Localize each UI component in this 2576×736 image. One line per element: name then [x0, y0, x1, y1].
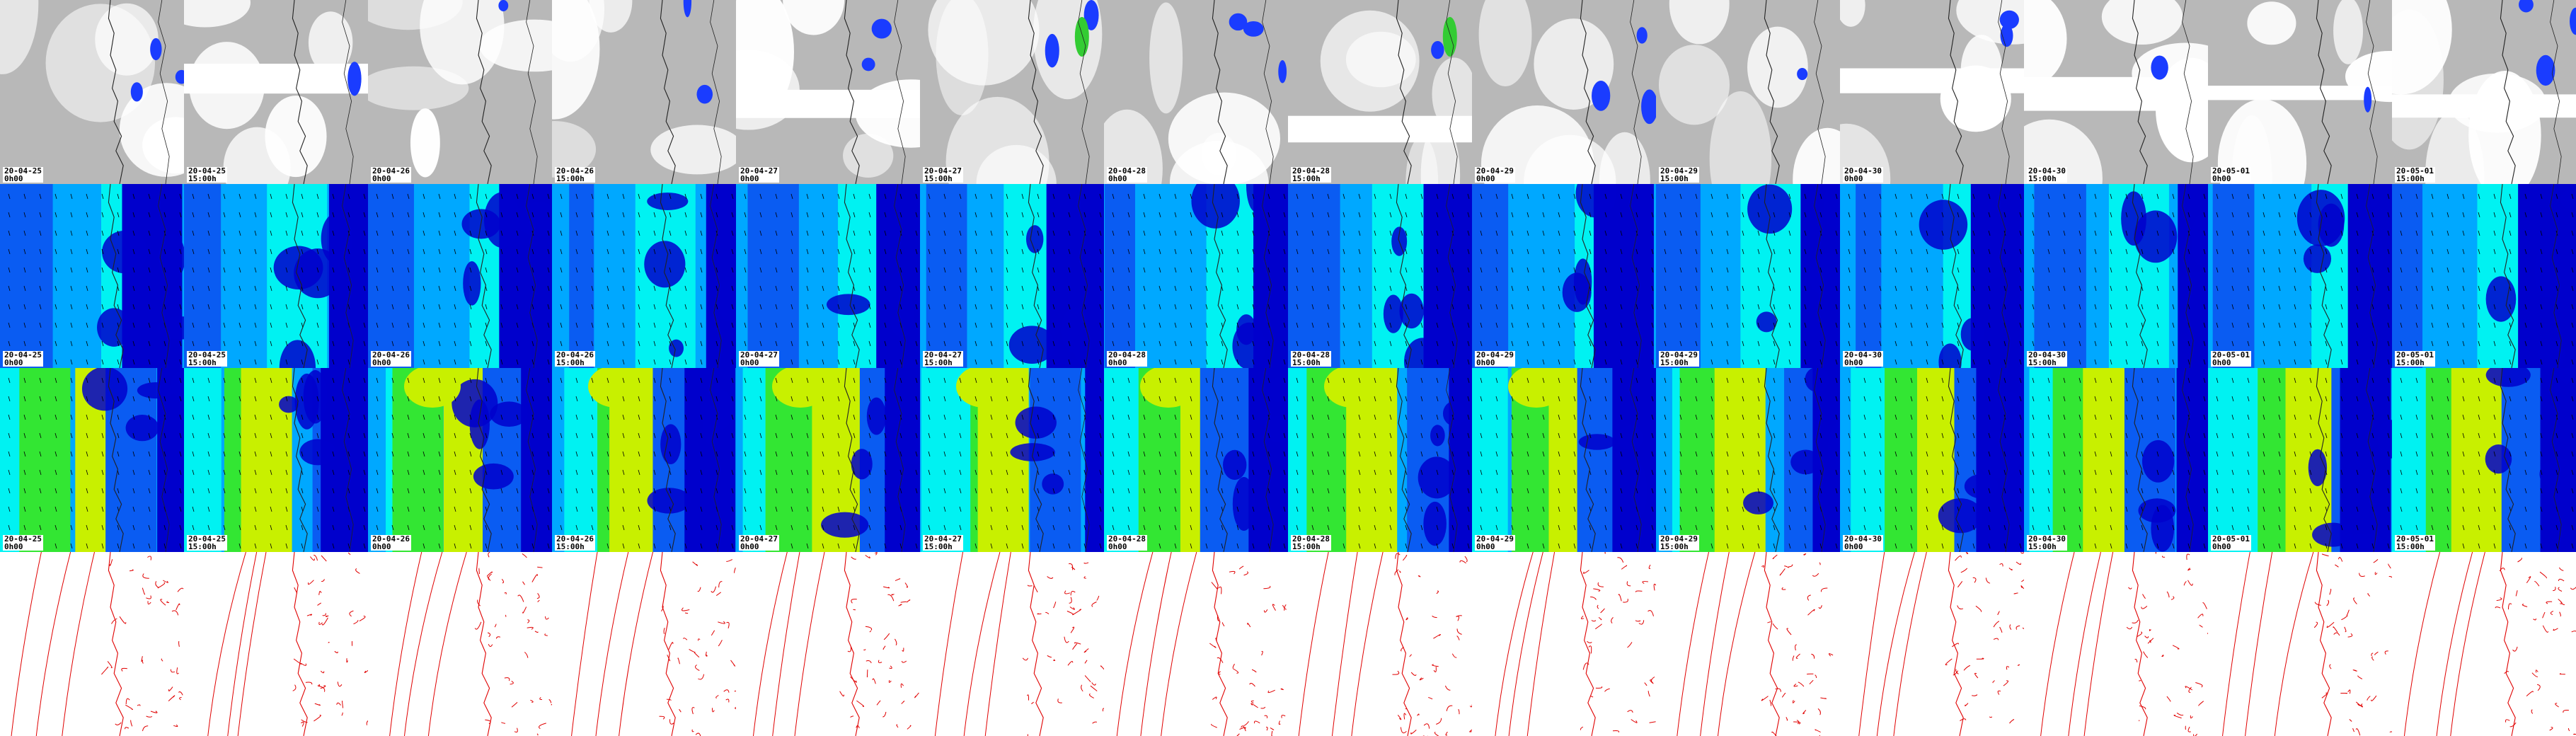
panel-cloud-cover-6 — [920, 0, 1104, 184]
panel-pressure-isobars-9 — [1472, 552, 1656, 736]
panel-wind-low-level-1 — [0, 184, 184, 368]
panel-pressure-isobars-12 — [2024, 552, 2208, 736]
panel-cloud-cover-3 — [368, 0, 552, 184]
panel-wind-low-level-11 — [1840, 184, 2024, 368]
panel-cloud-cover-8 — [1288, 0, 1472, 184]
panel-pressure-isobars-1 — [0, 552, 184, 736]
panel-wind-upper-level-14 — [2392, 368, 2576, 552]
panel-wind-upper-level-9 — [1472, 368, 1656, 552]
panel-wind-low-level-6 — [920, 184, 1104, 368]
panel-cloud-cover-5 — [736, 0, 920, 184]
panel-pressure-isobars-2 — [184, 552, 368, 736]
panel-wind-upper-level-11 — [1840, 368, 2024, 552]
panel-wind-upper-level-5 — [736, 368, 920, 552]
panel-wind-upper-level-4 — [552, 368, 736, 552]
panel-pressure-isobars-13 — [2208, 552, 2392, 736]
panel-pressure-isobars-8 — [1288, 552, 1472, 736]
panel-wind-upper-level-10 — [1656, 368, 1840, 552]
panel-cloud-cover-7 — [1104, 0, 1288, 184]
panel-wind-low-level-7 — [1104, 184, 1288, 368]
panel-cloud-cover-10 — [1656, 0, 1840, 184]
panel-wind-low-level-13 — [2208, 184, 2392, 368]
panel-cloud-cover-11 — [1840, 0, 2024, 184]
panel-cloud-cover-4 — [552, 0, 736, 184]
panel-wind-low-level-12 — [2024, 184, 2208, 368]
panel-wind-upper-level-3 — [368, 368, 552, 552]
panel-wind-upper-level-1 — [0, 368, 184, 552]
panel-cloud-cover-14 — [2392, 0, 2576, 184]
panel-wind-upper-level-6 — [920, 368, 1104, 552]
panel-wind-low-level-14 — [2392, 184, 2576, 368]
panel-wind-upper-level-8 — [1288, 368, 1472, 552]
panel-wind-low-level-4 — [552, 184, 736, 368]
panel-pressure-isobars-4 — [552, 552, 736, 736]
panel-wind-upper-level-7 — [1104, 368, 1288, 552]
panel-cloud-cover-13 — [2208, 0, 2392, 184]
panel-cloud-cover-9 — [1472, 0, 1656, 184]
panel-cloud-cover-2 — [184, 0, 368, 184]
panel-pressure-isobars-11 — [1840, 552, 2024, 736]
panel-wind-low-level-5 — [736, 184, 920, 368]
panel-wind-low-level-9 — [1472, 184, 1656, 368]
panel-wind-low-level-8 — [1288, 184, 1472, 368]
panel-cloud-cover-1 — [0, 0, 184, 184]
panel-pressure-isobars-6 — [920, 552, 1104, 736]
panel-pressure-isobars-10 — [1656, 552, 1840, 736]
panel-wind-upper-level-13 — [2208, 368, 2392, 552]
panel-wind-upper-level-2 — [184, 368, 368, 552]
panel-wind-low-level-10 — [1656, 184, 1840, 368]
panel-pressure-isobars-7 — [1104, 552, 1288, 736]
panel-pressure-isobars-5 — [736, 552, 920, 736]
panel-pressure-isobars-14 — [2392, 552, 2576, 736]
panel-wind-low-level-2 — [184, 184, 368, 368]
panel-wind-upper-level-12 — [2024, 368, 2208, 552]
panel-pressure-isobars-3 — [368, 552, 552, 736]
panel-wind-low-level-3 — [368, 184, 552, 368]
